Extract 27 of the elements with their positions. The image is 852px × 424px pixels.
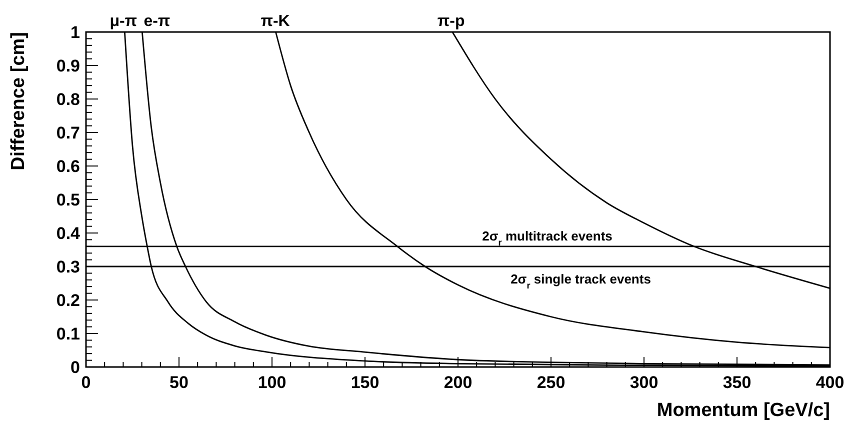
- x-tick-label: 300: [630, 373, 658, 392]
- ref-line-label: 2σ$_{r}$ multitrack events: [482, 228, 612, 248]
- y-tick-label: 0: [70, 358, 80, 377]
- x-tick-label: 400: [816, 373, 844, 392]
- y-tick-label: 0.1: [56, 324, 80, 344]
- y-tick-label: 0.2: [56, 291, 80, 310]
- y-tick-label: 0.8: [56, 90, 80, 109]
- y-tick-label: 1: [70, 23, 80, 42]
- y-axis-title: Difference [cm]: [8, 32, 29, 170]
- y-tick-label: 0.9: [56, 56, 80, 76]
- y-tick-label: 0.6: [56, 157, 80, 176]
- series-label: e-π: [144, 13, 170, 30]
- x-tick-label: 250: [536, 373, 566, 392]
- x-axis-title: Momentum [GeV/c]: [656, 400, 830, 421]
- ref-line-label: 2σ$_{r}$ single track events: [510, 272, 651, 290]
- series-label: π-K: [260, 13, 290, 30]
- x-tick-label: 50: [170, 373, 188, 392]
- x-tick-label: 200: [444, 373, 472, 392]
- y-tick-label: 0.3: [56, 258, 80, 276]
- series-label: μ-π: [110, 13, 138, 30]
- series-label: π-p: [437, 13, 465, 30]
- x-tick-label: 150: [350, 373, 380, 392]
- y-tick-label: 0.7: [56, 124, 80, 142]
- x-tick-label: 100: [258, 373, 286, 392]
- y-tick-label: 0.5: [56, 190, 80, 210]
- y-tick-label: 0.4: [56, 224, 81, 243]
- x-tick-label: 350: [722, 373, 752, 392]
